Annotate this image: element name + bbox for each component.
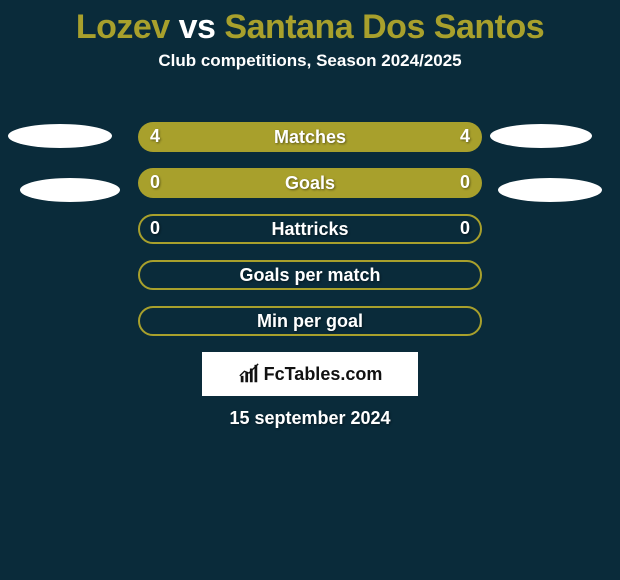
- vs-separator: vs: [170, 8, 225, 46]
- stat-value-right: 0: [460, 218, 470, 239]
- stat-row: Goals per match: [0, 260, 620, 306]
- decorative-ellipse: [490, 124, 592, 148]
- stat-bar: Goals: [138, 168, 482, 198]
- stat-label: Goals: [285, 173, 335, 194]
- stat-value-right: 0: [460, 172, 470, 193]
- chart-icon: [238, 363, 260, 385]
- stat-bar: Min per goal: [138, 306, 482, 336]
- decorative-ellipse: [8, 124, 112, 148]
- stats-rows: Matches 4 4 Goals 0 0 Hattricks 0 0 Goals per mat…: [0, 122, 620, 352]
- player1-name: Lozev: [76, 8, 170, 46]
- subtitle: Club competitions, Season 2024/2025: [0, 51, 620, 71]
- logo-text: FcTables.com: [264, 364, 383, 385]
- stat-value-left: 4: [150, 126, 160, 147]
- stat-value-left: 0: [150, 218, 160, 239]
- stat-label: Goals per match: [239, 265, 380, 286]
- stat-bar: Matches: [138, 122, 482, 152]
- stat-label: Min per goal: [257, 311, 363, 332]
- decorative-ellipse: [20, 178, 120, 202]
- date-text: 15 september 2024: [0, 408, 620, 429]
- stat-value-left: 0: [150, 172, 160, 193]
- decorative-ellipse: [498, 178, 602, 202]
- stat-label: Hattricks: [271, 219, 348, 240]
- stat-row: Min per goal: [0, 306, 620, 352]
- comparison-title: Lozev vs Santana Dos Santos: [0, 0, 620, 47]
- stat-value-right: 4: [460, 126, 470, 147]
- stat-row: Hattricks 0 0: [0, 214, 620, 260]
- player2-name: Santana Dos Santos: [224, 8, 544, 46]
- stat-label: Matches: [274, 127, 346, 148]
- stat-bar: Hattricks: [138, 214, 482, 244]
- fctables-logo: FcTables.com: [202, 352, 418, 396]
- stat-bar: Goals per match: [138, 260, 482, 290]
